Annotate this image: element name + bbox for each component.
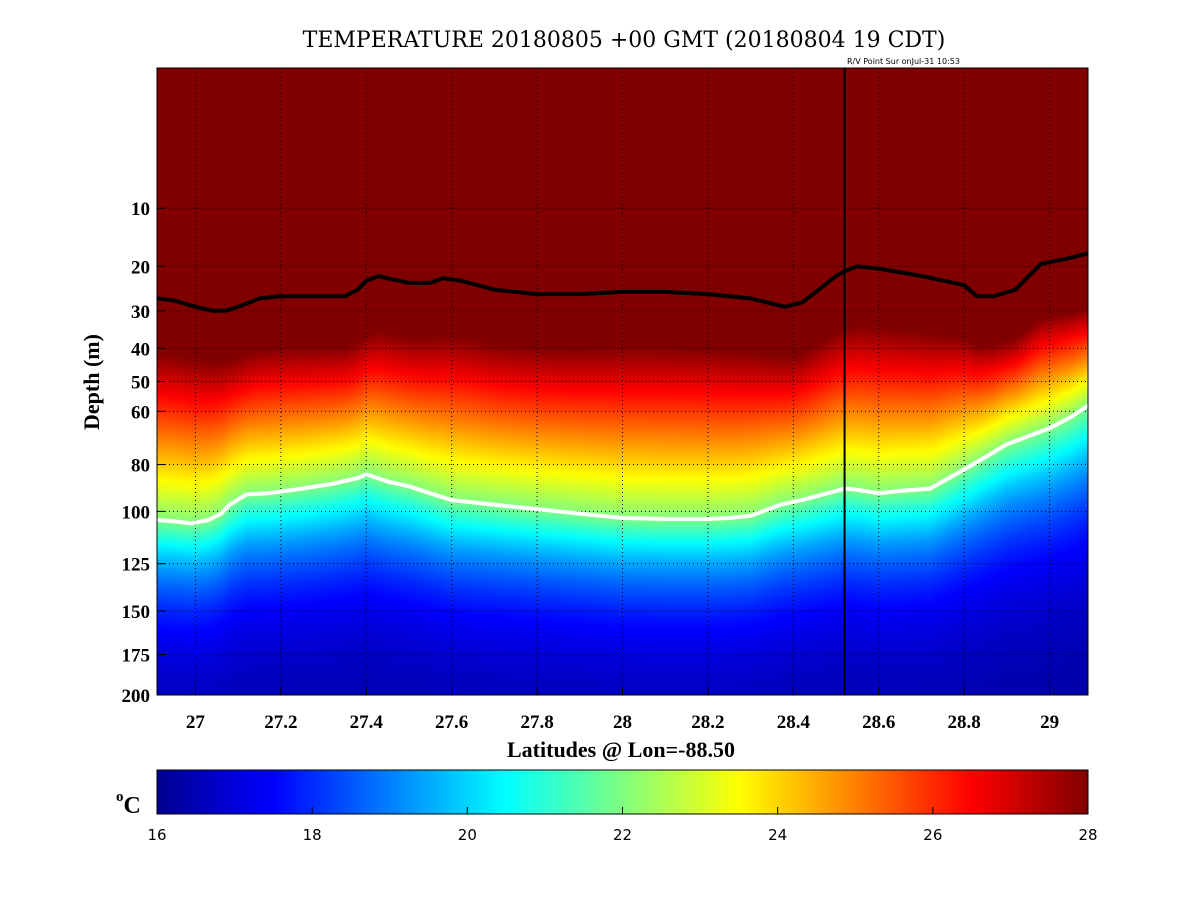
isotherm-contours: [157, 251, 1088, 526]
x-tick-label: 27.2: [264, 712, 297, 733]
x-tick-label: 27.6: [435, 712, 468, 733]
colorbar-unit-text: C: [124, 793, 141, 819]
colorbar-tick-label: 20: [458, 826, 477, 844]
y-axis-ticks: 10 20 30 40 50 60 80 100 125 150 175 200: [122, 199, 165, 707]
x-tick-label: 28.4: [777, 712, 811, 733]
chart-title: TEMPERATURE 20180805 +00 GMT (20180804 1…: [303, 28, 946, 53]
x-tick-label: 29: [1040, 712, 1059, 733]
colorbar-unit-superscript: o: [116, 789, 124, 805]
y-tick-label: 150: [122, 602, 151, 623]
x-tick-label: 27: [186, 712, 206, 733]
y-axis-label: Depth (m): [79, 334, 104, 430]
colorbar-tick-label: 26: [923, 826, 942, 844]
lower-isotherm-line: [157, 403, 1088, 526]
x-tick-label: 28.8: [948, 712, 981, 733]
colorbar-tick-label: 28: [1078, 826, 1097, 844]
x-tick-label: 28: [613, 712, 632, 733]
x-tick-label: 27.8: [520, 712, 553, 733]
y-tick-label: 30: [131, 302, 150, 323]
x-axis-ticks: 27 27.2 27.4 27.6 27.8 28 28.2 28.4 28.6 28.8 29: [186, 687, 1059, 733]
colorbar-tick-label: 16: [147, 826, 166, 844]
x-tick-label: 28.2: [691, 712, 724, 733]
x-tick-label: 27.4: [350, 712, 384, 733]
colorbar-tick-label: 22: [613, 826, 632, 844]
colorbar-gradient: [156, 769, 1089, 815]
vessel-annotation: R/V Point Sur onJul-31 10:53: [847, 57, 960, 66]
y-tick-label: 125: [122, 555, 151, 576]
x-tick-label: 28.6: [862, 712, 895, 733]
y-tick-label: 20: [131, 257, 150, 278]
colorbar: 16 18 20 22 24 26 28 oC: [116, 769, 1098, 844]
plot-area: [156, 67, 1089, 696]
grid-lines: [157, 68, 1088, 696]
y-tick-label: 60: [131, 402, 150, 423]
y-tick-label: 80: [131, 456, 150, 477]
y-tick-label: 100: [122, 502, 151, 523]
upper-isotherm-line: [157, 251, 1088, 313]
y-tick-label: 50: [131, 373, 150, 394]
colorbar-unit-label: oC: [116, 789, 141, 819]
colorbar-ticks: 16 18 20 22 24 26 28: [147, 807, 1098, 844]
colorbar-tick-label: 18: [303, 826, 322, 844]
y-tick-label: 175: [122, 646, 151, 667]
y-tick-label: 40: [131, 339, 150, 360]
y-tick-label: 200: [122, 686, 151, 707]
colorbar-tick-label: 24: [768, 826, 787, 844]
x-axis-label: Latitudes @ Lon=-88.50: [507, 737, 735, 762]
y-tick-label: 10: [131, 199, 150, 220]
